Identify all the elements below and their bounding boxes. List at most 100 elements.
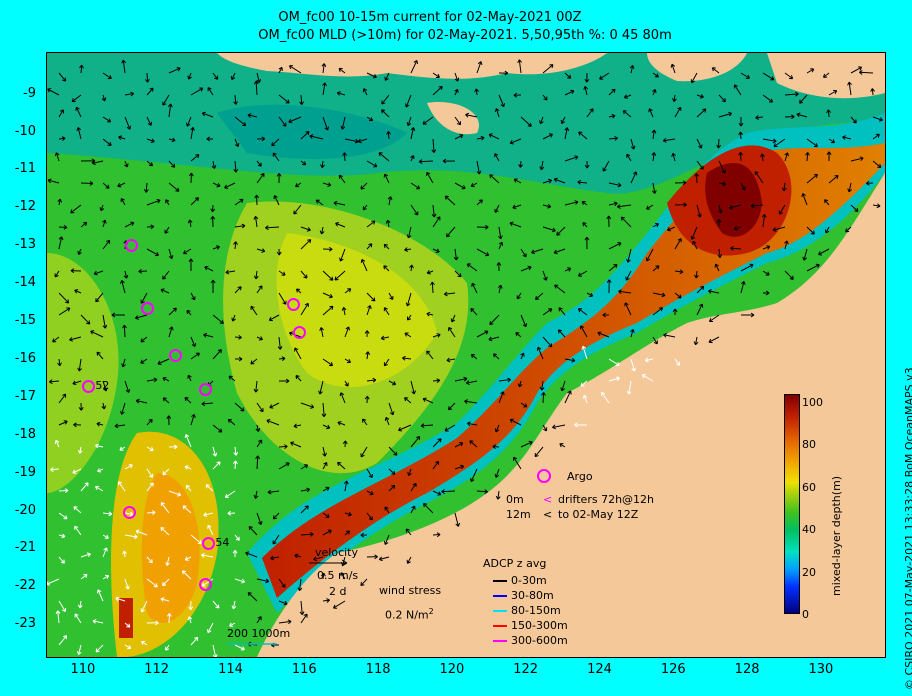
- current-arrow: [645, 248, 654, 262]
- current-arrow: [278, 270, 286, 276]
- argo-float-marker: [124, 239, 138, 253]
- current-arrow: [77, 248, 82, 255]
- lat-tick-label: -19: [14, 464, 36, 480]
- current-arrow: [646, 204, 654, 210]
- current-arrow: [718, 181, 726, 187]
- current-arrow: [388, 484, 396, 492]
- current-arrow: [761, 214, 767, 228]
- current-arrow: [181, 570, 192, 580]
- current-arrow: [476, 224, 489, 230]
- current-arrow: [166, 613, 172, 624]
- current-arrow: [509, 418, 522, 426]
- current-arrow: [71, 94, 82, 103]
- current-arrow: [542, 270, 548, 281]
- current-arrow: [406, 226, 412, 239]
- current-arrow: [266, 419, 280, 426]
- current-arrow: [320, 572, 326, 580]
- current-arrow: [714, 263, 720, 272]
- current-arrow: [360, 578, 368, 587]
- current-arrow: [842, 135, 852, 140]
- current-arrow: [692, 240, 698, 250]
- current-arrow: [553, 177, 566, 184]
- current-arrow: [52, 336, 60, 343]
- current-arrow: [404, 332, 412, 338]
- current-arrow: [402, 355, 412, 361]
- current-arrow: [608, 135, 618, 141]
- current-arrow: [730, 245, 742, 251]
- current-arrow: [644, 357, 654, 363]
- current-arrow: [73, 506, 82, 514]
- current-arrow: [772, 226, 786, 232]
- current-arrow: [509, 138, 522, 145]
- current-arrow: [224, 182, 236, 189]
- current-arrow: [806, 138, 818, 148]
- current-arrow: [608, 263, 618, 272]
- current-arrow: [184, 396, 192, 404]
- current-arrow: [558, 307, 566, 316]
- current-arrow: [694, 270, 699, 279]
- current-arrow: [165, 199, 170, 206]
- current-arrow: [234, 356, 243, 362]
- current-arrow: [826, 109, 831, 118]
- current-arrow: [322, 292, 333, 299]
- current-arrow: [388, 380, 397, 386]
- current-arrow: [716, 138, 722, 149]
- current-arrow: [711, 67, 720, 74]
- current-arrow: [651, 129, 657, 140]
- current-arrow: [115, 596, 126, 602]
- current-arrow: [234, 116, 247, 127]
- colorbar-tick: 20: [802, 565, 816, 579]
- current-arrow: [663, 332, 676, 338]
- current-arrow: [652, 265, 660, 272]
- current-arrow: [366, 377, 377, 383]
- current-arrow: [339, 392, 346, 404]
- current-arrow: [210, 279, 216, 294]
- current-arrow: [146, 138, 155, 143]
- current-arrow: [188, 258, 194, 272]
- current-arrow: [162, 376, 170, 382]
- current-arrow: [422, 116, 434, 125]
- argo-float-marker: [141, 301, 155, 315]
- current-arrow: [190, 292, 196, 301]
- current-arrow: [799, 94, 808, 104]
- current-arrow: [288, 116, 302, 124]
- current-arrow: [578, 131, 588, 140]
- current-arrow: [740, 182, 746, 191]
- current-arrow: [300, 226, 311, 232]
- current-arrow: [602, 312, 610, 318]
- current-arrow: [210, 204, 216, 213]
- current-arrow: [466, 421, 478, 427]
- current-arrow: [431, 204, 437, 218]
- current-arrow: [385, 219, 391, 228]
- current-arrow: [828, 89, 838, 96]
- current-arrow: [124, 160, 129, 168]
- current-arrow: [366, 72, 377, 79]
- current-arrow: [672, 308, 678, 316]
- credit-text: © CSIRO 2021 07-May-2021 13:33:28 BoM Oc…: [903, 367, 912, 690]
- current-arrow: [781, 182, 787, 192]
- current-arrow: [693, 336, 699, 346]
- current-arrow: [96, 351, 104, 360]
- lat-tick-label: -21: [14, 540, 36, 556]
- current-arrow: [333, 600, 346, 609]
- current-arrow: [606, 279, 612, 294]
- current-arrow: [470, 353, 478, 360]
- current-arrow: [146, 418, 153, 426]
- current-arrow: [584, 236, 590, 250]
- current-arrow: [80, 482, 89, 492]
- mld-central-core: [276, 233, 437, 388]
- current-arrow: [162, 270, 170, 280]
- current-arrow: [586, 292, 594, 297]
- current-arrow: [168, 160, 176, 168]
- current-arrow: [93, 270, 104, 276]
- current-arrow: [146, 510, 156, 515]
- current-arrow: [577, 179, 588, 185]
- current-arrow: [102, 182, 110, 189]
- argo-float-marker: [198, 383, 212, 397]
- current-arrow: [73, 422, 82, 428]
- current-arrow: [465, 112, 478, 118]
- current-arrow: [360, 258, 368, 272]
- current-arrow: [383, 173, 390, 184]
- current-arrow: [556, 226, 566, 236]
- current-arrow: [272, 534, 280, 545]
